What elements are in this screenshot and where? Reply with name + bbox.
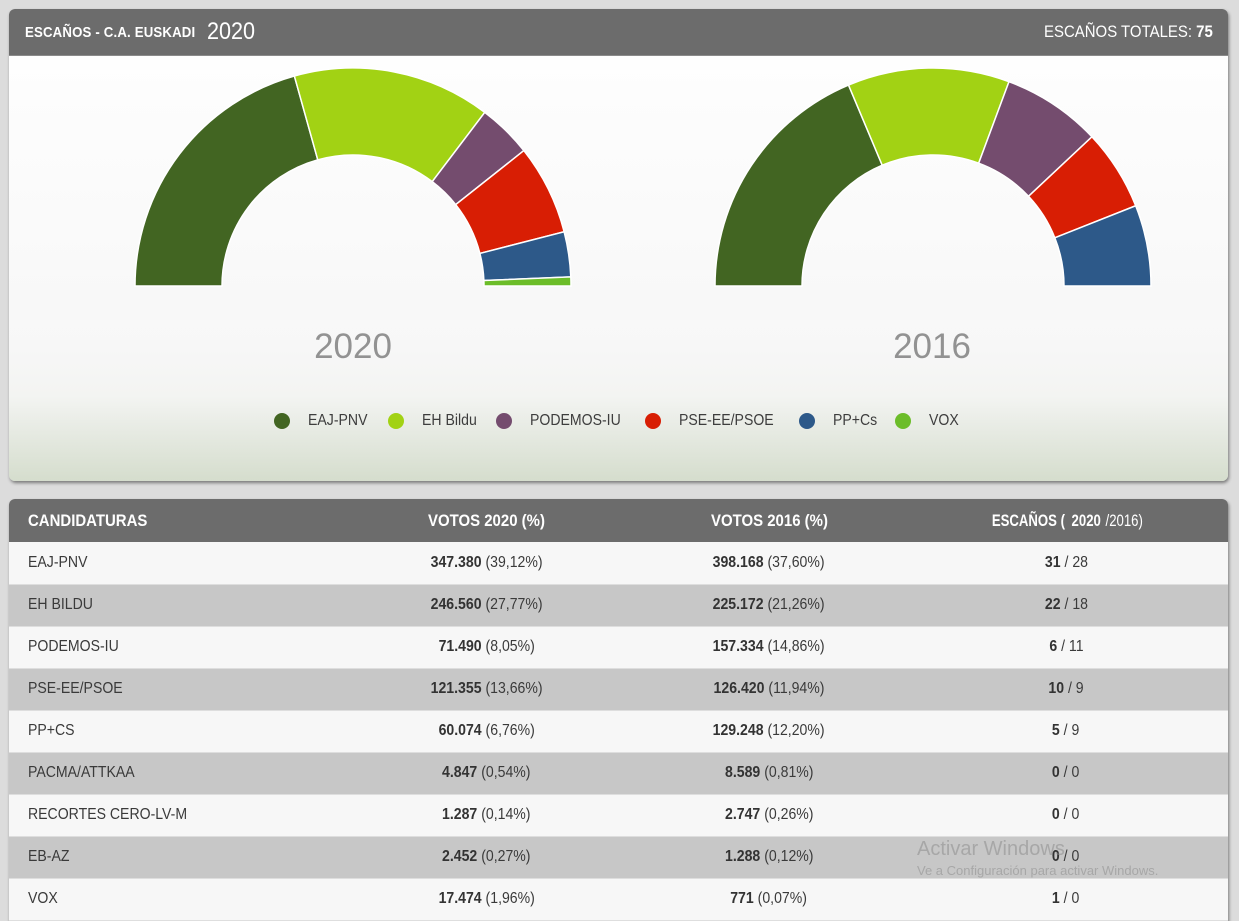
legend-label: PP+Cs: [832, 412, 877, 429]
results-table: CANDIDATURAS VOTOS 2020 (%) VOTOS 2016 (…: [9, 499, 1228, 921]
legend-label: EH Bildu: [421, 412, 477, 429]
party-name: EAJ-PNV: [9, 542, 339, 585]
chart-legend: EAJ-PNV EH Bildu PODEMOS-IU PSE-EE/PSOE …: [9, 412, 1228, 430]
table-header-row: CANDIDATURAS VOTOS 2020 (%) VOTOS 2016 (…: [9, 499, 1228, 542]
party-name: PP+CS: [9, 710, 339, 753]
legend-dot-icon: [798, 413, 815, 429]
votes-2020: 17.474 (1,96%): [339, 878, 634, 921]
seats-chart-panel: ESCAÑOS - C.A. EUSKADI 2020 ESCAÑOS TOTA…: [9, 9, 1228, 481]
legend-label: PODEMOS-IU: [530, 412, 621, 429]
seats: 6 / 11: [904, 626, 1228, 669]
seats: 5 / 9: [904, 710, 1228, 753]
seats: 0 / 0: [904, 836, 1228, 879]
chart-area: 2020 2016 EAJ-PNV EH Bildu PODEMOS-IU PS…: [9, 56, 1228, 479]
votes-2016: 225.172 (21,26%): [634, 584, 904, 627]
seats-chart-2016: 2016: [714, 67, 1152, 366]
header-candidaturas: CANDIDATURAS: [28, 510, 148, 530]
seats: 0 / 0: [904, 752, 1228, 795]
table-row: EAJ-PNV 347.380 (39,12%) 398.168 (37,60%…: [9, 542, 1228, 585]
legend-dot-icon: [387, 413, 404, 429]
header-escanos: ESCAÑOS (2020/2016): [991, 510, 1143, 530]
table-row: PSE-EE/PSOE 121.355 (13,66%) 126.420 (11…: [9, 668, 1228, 711]
votes-2020: 71.490 (8,05%): [339, 626, 634, 669]
legend-item-vox[interactable]: VOX: [895, 412, 963, 430]
header-votos-2016: VOTOS 2016 (%): [710, 510, 828, 530]
party-name: EB-AZ: [9, 836, 339, 879]
table-row: EB-AZ 2.452 (0,27%) 1.288 (0,12%) 0 / 0: [9, 836, 1228, 879]
votes-2020: 4.847 (0,54%): [339, 752, 634, 795]
table-row: EH BILDU 246.560 (27,77%) 225.172 (21,26…: [9, 584, 1228, 627]
seats: 31 / 28: [904, 542, 1228, 585]
table-row: RECORTES CERO-LV-M 1.287 (0,14%) 2.747 (…: [9, 794, 1228, 837]
slice-vox[interactable]: [483, 276, 572, 287]
legend-dot-icon: [895, 413, 911, 429]
party-name: PODEMOS-IU: [9, 626, 339, 669]
total-seats-value: 75: [1196, 22, 1213, 41]
table-row: PACMA/ATTKAA 4.847 (0,54%) 8.589 (0,81%)…: [9, 752, 1228, 795]
legend-item-eaj-pnv[interactable]: EAJ-PNV: [274, 412, 376, 430]
votes-2016: 157.334 (14,86%): [634, 626, 904, 669]
seats: 22 / 18: [904, 584, 1228, 627]
votes-2020: 347.380 (39,12%): [339, 542, 634, 585]
votes-2016: 398.168 (37,60%): [634, 542, 904, 585]
votes-2016: 8.589 (0,81%): [634, 752, 904, 795]
panel-title: ESCAÑOS - C.A. EUSKADI: [25, 23, 196, 41]
seats-chart-2020: 2020: [134, 67, 572, 366]
party-name: PSE-EE/PSOE: [9, 668, 339, 711]
votes-2016: 129.248 (12,20%): [634, 710, 904, 753]
party-name: EH BILDU: [9, 584, 339, 627]
chart-center-label: 2020: [314, 327, 392, 366]
table-row: PP+CS 60.074 (6,76%) 129.248 (12,20%) 5 …: [9, 710, 1228, 753]
seats: 0 / 0: [904, 794, 1228, 837]
legend-dot-icon: [496, 413, 513, 429]
slice-eaj-pnv[interactable]: [134, 75, 319, 287]
votes-2020: 121.355 (13,66%): [339, 668, 634, 711]
legend-label: VOX: [929, 412, 959, 429]
legend-dot-icon: [645, 413, 662, 429]
votes-2020: 2.452 (0,27%): [339, 836, 634, 879]
seats: 10 / 9: [904, 668, 1228, 711]
slice-eaj-pnv[interactable]: [714, 84, 884, 287]
table-row: VOX 17.474 (1,96%) 771 (0,07%) 1 / 0: [9, 878, 1228, 921]
party-name: PACMA/ATTKAA: [9, 752, 339, 795]
chart-center-label: 2016: [893, 327, 971, 366]
legend-item-pp-cs[interactable]: PP+Cs: [798, 412, 883, 430]
votes-2020: 246.560 (27,77%): [339, 584, 634, 627]
results-table-panel: CANDIDATURAS VOTOS 2020 (%) VOTOS 2016 (…: [9, 499, 1228, 921]
seats: 1 / 0: [904, 878, 1228, 921]
votes-2016: 771 (0,07%): [634, 878, 904, 921]
header-votos-2020: VOTOS 2020 (%): [428, 510, 545, 530]
table-row: PODEMOS-IU 71.490 (8,05%) 157.334 (14,86…: [9, 626, 1228, 669]
legend-label: PSE-EE/PSOE: [679, 412, 774, 429]
votes-2020: 1.287 (0,14%): [339, 794, 634, 837]
total-seats-label: ESCAÑOS TOTALES:: [1044, 22, 1193, 41]
chart-panel-header: ESCAÑOS - C.A. EUSKADI 2020 ESCAÑOS TOTA…: [9, 9, 1228, 56]
panel-year: 2020: [206, 18, 255, 45]
legend-label: EAJ-PNV: [308, 412, 368, 429]
legend-item-pse-ee-psoe[interactable]: PSE-EE/PSOE: [645, 412, 787, 430]
legend-item-podemos-iu[interactable]: PODEMOS-IU: [496, 412, 633, 430]
party-name: VOX: [9, 878, 339, 921]
slice-pp-cs[interactable]: [1053, 204, 1152, 287]
votes-2020: 60.074 (6,76%): [339, 710, 634, 753]
party-name: RECORTES CERO-LV-M: [9, 794, 339, 837]
legend-dot-icon: [274, 413, 291, 429]
votes-2016: 1.288 (0,12%): [634, 836, 904, 879]
votes-2016: 2.747 (0,26%): [634, 794, 904, 837]
legend-item-eh-bildu[interactable]: EH Bildu: [387, 412, 484, 430]
votes-2016: 126.420 (11,94%): [634, 668, 904, 711]
total-seats: ESCAÑOS TOTALES: 75: [1044, 22, 1213, 42]
